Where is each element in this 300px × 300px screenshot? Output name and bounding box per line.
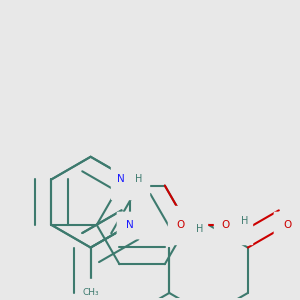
Text: N: N (117, 175, 125, 184)
FancyBboxPatch shape (77, 279, 105, 300)
FancyBboxPatch shape (274, 212, 300, 238)
Text: CH₃: CH₃ (82, 288, 99, 297)
Text: N: N (126, 220, 134, 230)
Text: H: H (135, 175, 142, 184)
FancyBboxPatch shape (220, 212, 246, 238)
FancyBboxPatch shape (111, 160, 149, 199)
FancyBboxPatch shape (274, 212, 300, 238)
FancyBboxPatch shape (174, 212, 201, 238)
Text: H: H (242, 216, 249, 226)
Text: H: H (196, 224, 203, 233)
FancyBboxPatch shape (168, 206, 207, 244)
FancyBboxPatch shape (117, 212, 143, 238)
Text: O: O (222, 220, 230, 230)
FancyBboxPatch shape (214, 206, 252, 244)
Text: O: O (283, 220, 291, 230)
FancyBboxPatch shape (117, 167, 143, 193)
FancyBboxPatch shape (117, 212, 143, 238)
Text: O: O (176, 220, 184, 230)
